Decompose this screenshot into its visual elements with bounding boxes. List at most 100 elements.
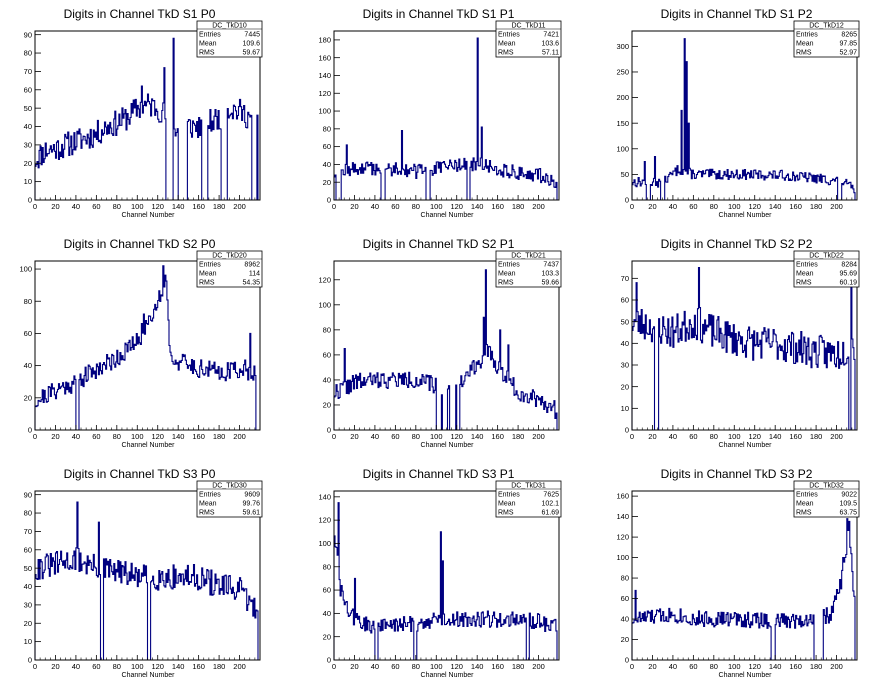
stats-label: Mean (199, 501, 217, 508)
y-tick-label: 0 (327, 656, 331, 665)
stats-label: Entries (796, 492, 818, 499)
x-tick-label: 40 (72, 662, 80, 671)
x-tick-label: 0 (33, 662, 37, 671)
stats-label: RMS (199, 510, 215, 517)
stats-value: 57.11 (542, 50, 559, 57)
stats-value: 109.6 (242, 41, 260, 48)
stats-value: 103.6 (541, 41, 559, 48)
x-tick-label: 160 (192, 662, 205, 671)
histogram-line (631, 518, 856, 661)
x-tick-label: 160 (789, 202, 802, 211)
stats-name: DC_TkD31 (511, 483, 546, 490)
stats-value: 8265 (841, 32, 857, 39)
histogram-panel: Digits in Channel TkD S2 P20 20 40 60 80 100 1… (621, 237, 860, 449)
stats-box (196, 480, 263, 518)
x-tick-label: 20 (350, 662, 358, 671)
y-tick-label: 0 (625, 196, 629, 205)
y-tick-label: 100 (616, 553, 629, 562)
chart-title: Digits in Channel TkD S3 P1 (363, 467, 515, 481)
y-tick-label: 60 (323, 350, 331, 359)
x-tick-label: 200 (830, 662, 843, 671)
histogram-panel: Digits in Channel TkD S3 P1 0 20 40 60 80 100 1… (318, 467, 562, 679)
y-tick-label: 60 (323, 586, 331, 595)
x-tick-label: 160 (192, 432, 205, 441)
stats-value: 59.67 (242, 50, 260, 57)
x-tick-label: 60 (391, 432, 399, 441)
y-tick-label: 100 (318, 300, 331, 309)
stats-label: Entries (796, 262, 818, 269)
x-tick-label: 40 (371, 202, 379, 211)
stats-name: DC_TkD10 (212, 23, 247, 30)
y-tick-label: 80 (323, 325, 331, 334)
y-tick-label: 100 (19, 265, 32, 274)
y-tick-label: 160 (318, 53, 331, 62)
y-tick-label: 0 (327, 426, 331, 435)
x-tick-label: 140 (471, 202, 484, 211)
x-tick-label: 120 (748, 202, 761, 211)
y-tick-label: 20 (323, 178, 331, 187)
stats-name: DC_TkD22 (809, 253, 844, 260)
y-tick-label: 100 (318, 107, 331, 116)
y-tick-label: 80 (24, 297, 32, 306)
y-tick-label: 0 (28, 656, 32, 665)
y-tick-label: 70 (24, 67, 32, 76)
x-tick-label: 160 (789, 432, 802, 441)
stats-box (495, 250, 562, 288)
histogram-panel: Digits in Channel TkD S1 P00 20 40 60 80 100 1… (24, 7, 263, 219)
stats-value: 9022 (841, 492, 857, 499)
y-tick-label: 120 (318, 516, 331, 525)
y-tick-label: 50 (621, 317, 629, 326)
x-tick-label: 80 (710, 202, 718, 211)
histogram-line (34, 37, 259, 201)
x-tick-label: 60 (92, 662, 100, 671)
x-tick-label: 40 (371, 662, 379, 671)
stats-label: Entries (199, 262, 221, 269)
y-tick-label: 200 (616, 93, 629, 102)
x-tick-label: 20 (51, 662, 59, 671)
x-tick-label: 80 (412, 662, 420, 671)
x-tick-label: 0 (332, 662, 336, 671)
stats-value: 99.76 (242, 501, 260, 508)
x-tick-label: 20 (350, 202, 358, 211)
stats-value: 7625 (543, 492, 559, 499)
y-tick-label: 20 (621, 382, 629, 391)
x-tick-label: 140 (172, 432, 185, 441)
y-tick-label: 20 (24, 619, 32, 628)
x-tick-label: 0 (332, 202, 336, 211)
x-tick-label: 0 (630, 432, 634, 441)
histogram-panel: Digits in Channel TkD S1 P2 0 20 40 60 80 100 1… (616, 7, 860, 219)
chart-title: Digits in Channel TkD S3 P0 (64, 467, 216, 481)
y-tick-label: 40 (621, 615, 629, 624)
y-tick-label: 300 (616, 42, 629, 51)
histogram-line (333, 37, 558, 201)
stats-value: 7445 (244, 32, 260, 39)
x-tick-label: 140 (471, 432, 484, 441)
x-tick-label: 60 (689, 202, 697, 211)
stats-value: 52.97 (839, 50, 857, 57)
stats-value: 59.61 (242, 510, 260, 517)
x-tick-label: 40 (669, 432, 677, 441)
x-tick-label: 120 (450, 662, 463, 671)
x-tick-label: 80 (710, 432, 718, 441)
y-tick-label: 70 (621, 274, 629, 283)
x-tick-label: 160 (491, 202, 504, 211)
x-tick-label: 200 (233, 202, 246, 211)
stats-value: 114 (249, 271, 260, 278)
stats-label: Mean (498, 41, 516, 48)
x-tick-label: 100 (430, 432, 443, 441)
y-tick-label: 0 (625, 656, 629, 665)
y-tick-label: 60 (621, 594, 629, 603)
histogram-panel: Digits in Channel TkD S2 P1 0 20 40 60 80 100 1… (318, 237, 562, 449)
stats-value: 63.75 (839, 510, 857, 517)
chart-title: Digits in Channel TkD S2 P1 (363, 237, 515, 251)
stats-box (196, 250, 263, 288)
chart-title: Digits in Channel TkD S2 P0 (64, 237, 216, 251)
y-tick-label: 50 (24, 564, 32, 573)
y-tick-label: 30 (24, 140, 32, 149)
stats-box (196, 20, 263, 58)
stats-value: 61.69 (541, 510, 559, 517)
stats-name: DC_TkD11 (511, 23, 545, 30)
x-axis-label: Channel Number (122, 442, 176, 449)
x-tick-label: 180 (213, 202, 226, 211)
